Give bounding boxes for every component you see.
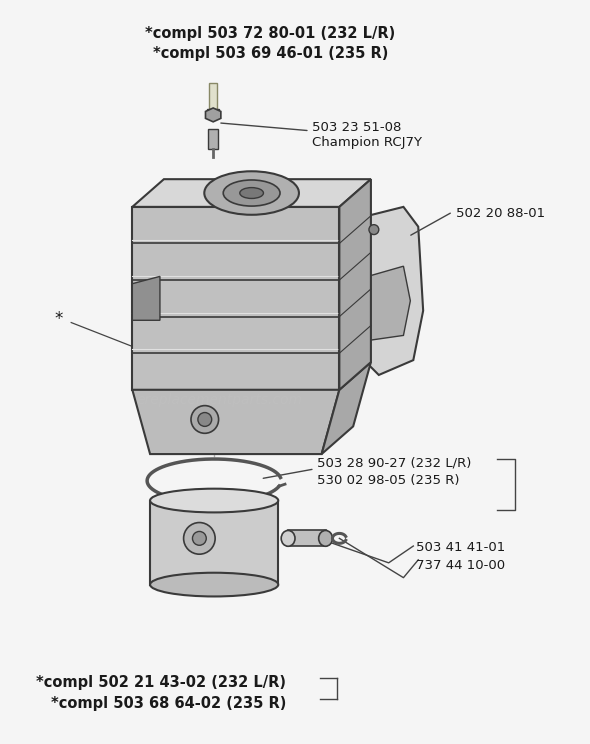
Circle shape (183, 522, 215, 554)
Polygon shape (339, 179, 371, 390)
Polygon shape (132, 207, 339, 390)
Text: 502 20 88-01: 502 20 88-01 (455, 207, 545, 220)
Circle shape (198, 412, 212, 426)
Circle shape (369, 225, 379, 234)
Polygon shape (132, 390, 339, 454)
Ellipse shape (319, 530, 332, 546)
Ellipse shape (281, 530, 295, 546)
Ellipse shape (223, 180, 280, 206)
Text: *: * (54, 310, 63, 327)
Polygon shape (132, 276, 160, 320)
Bar (208, 129, 218, 149)
Text: 503 41 41-01
737 44 10-00: 503 41 41-01 737 44 10-00 (417, 541, 506, 572)
Text: 503 28 90-27 (232 L/R)
530 02 98-05 (235 R): 503 28 90-27 (232 L/R) 530 02 98-05 (235… (317, 456, 471, 487)
Text: ereplacementparts.com: ereplacementparts.com (136, 393, 302, 407)
Ellipse shape (204, 171, 299, 215)
Text: *compl 503 68 64-02 (235 R): *compl 503 68 64-02 (235 R) (51, 696, 287, 711)
Ellipse shape (240, 187, 264, 199)
Polygon shape (322, 362, 371, 454)
Bar (209, 83, 217, 111)
Circle shape (192, 531, 206, 545)
Polygon shape (132, 179, 371, 207)
Circle shape (191, 405, 218, 433)
Polygon shape (359, 266, 411, 340)
Bar (288, 530, 326, 546)
Text: *compl 503 69 46-01 (235 R): *compl 503 69 46-01 (235 R) (153, 45, 388, 61)
Ellipse shape (150, 573, 278, 597)
Text: *compl 503 72 80-01 (232 L/R): *compl 503 72 80-01 (232 L/R) (145, 26, 395, 41)
Polygon shape (205, 108, 221, 122)
Text: 503 23 51-08
Champion RCJ7Y: 503 23 51-08 Champion RCJ7Y (312, 121, 422, 149)
Bar (207, 109, 219, 115)
Polygon shape (354, 207, 423, 375)
Bar (150, 501, 278, 585)
Ellipse shape (150, 489, 278, 513)
Text: *compl 502 21 43-02 (232 L/R): *compl 502 21 43-02 (232 L/R) (36, 675, 286, 690)
